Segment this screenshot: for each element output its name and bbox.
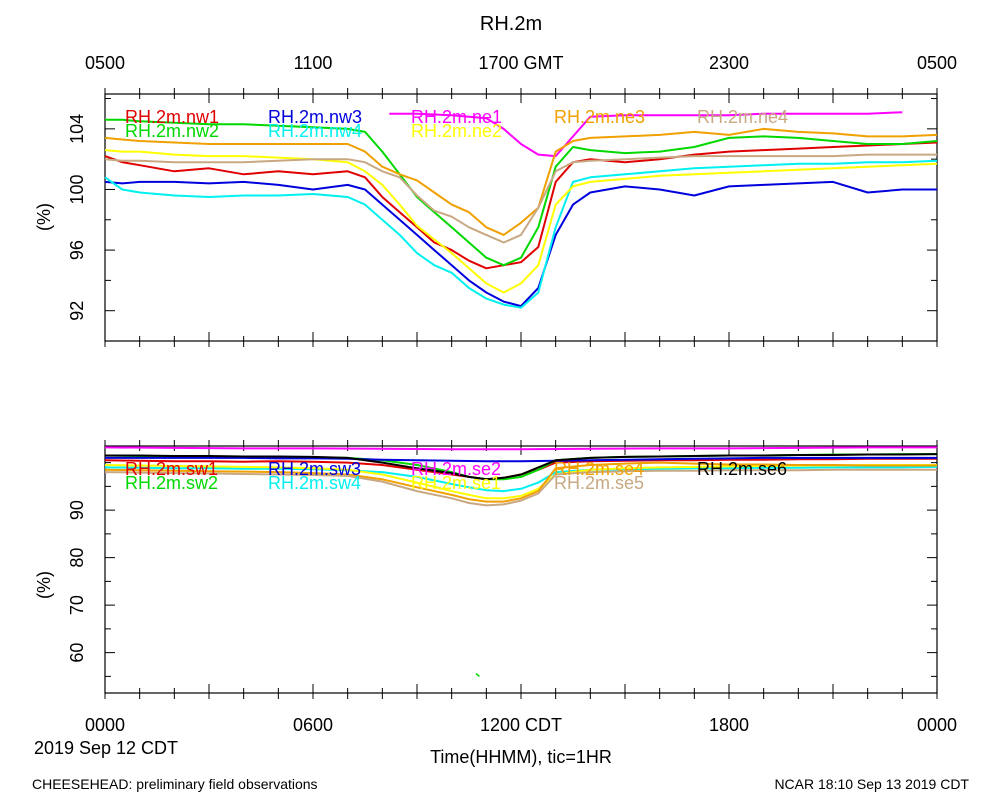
- series-line-RH.2m.sw4: [104, 465, 938, 493]
- bottom-x-tick-label: 0600: [293, 715, 333, 735]
- x-axis-label: Time(HHMM), tic=1HR: [430, 747, 612, 767]
- legend-RH.2m.sw1: RH.2m.sw1: [125, 459, 218, 479]
- y-tick-label: 100: [67, 174, 87, 204]
- date-label: 2019 Sep 12 CDT: [34, 738, 178, 758]
- series-line-RH.2m.ne4: [104, 153, 937, 244]
- series-line-RH.2m.se2: [104, 446, 937, 451]
- top-x-tick-label: 2300: [709, 53, 749, 73]
- series-line-RH.2m.nw4: [104, 159, 938, 309]
- series-line-RH.2m.nw2: [105, 118, 938, 267]
- legend-RH.2m.se2: RH.2m.se2: [411, 459, 501, 479]
- stray-segment: [475, 672, 480, 677]
- top-x-tick-labels: 0500 1100 1700 GMT 2300 0500: [85, 53, 957, 73]
- top-panel-y-tick-labels: 92 96 100 104: [67, 114, 87, 321]
- series-line-RH.2m.ne2: [104, 149, 938, 294]
- legend-RH.2m.nw4: RH.2m.nw4: [268, 121, 362, 141]
- y-tick-label: 104: [67, 114, 87, 144]
- legend-RH.2m.sw4: RH.2m.sw4: [268, 473, 361, 493]
- top-panel-ticks: [104, 88, 938, 347]
- y-tick-label: 80: [67, 548, 87, 568]
- series-line-RH.2m.ne3: [104, 127, 938, 236]
- legend-RH.2m.se1: RH.2m.se1: [411, 473, 501, 493]
- bottom-panel-ticks: [104, 440, 938, 699]
- legend-RH.2m.ne1: RH.2m.ne1: [411, 107, 502, 127]
- footer-right: NCAR 18:10 Sep 13 2019 CDT: [774, 776, 969, 792]
- series-line-RH.2m.se6: [105, 453, 938, 481]
- footer-left: CHEESEHEAD: preliminary field observatio…: [32, 776, 318, 792]
- legend-RH.2m.se5: RH.2m.se5: [554, 473, 644, 493]
- series-line-RH.2m.sw3: [105, 456, 937, 463]
- legend-RH.2m.se4: RH.2m.se4: [554, 459, 644, 479]
- y-tick-label: 70: [67, 595, 87, 615]
- top-x-tick-label: 0500: [85, 53, 125, 73]
- y-tick-label: 92: [67, 301, 87, 321]
- legend-RH.2m.sw2: RH.2m.sw2: [125, 473, 218, 493]
- legend-RH.2m.nw1: RH.2m.nw1: [125, 107, 219, 127]
- bottom-x-tick-label: 1800: [709, 715, 749, 735]
- bottom-x-tick-label: 0000: [85, 715, 125, 735]
- bottom-panel-series: [104, 446, 938, 507]
- series-line-RH.2m.nw3: [104, 180, 937, 308]
- top-panel-y-label: (%): [34, 203, 54, 231]
- top-x-tick-label: 0500: [917, 53, 957, 73]
- legend-RH.2m.ne4: RH.2m.ne4: [697, 107, 788, 127]
- bottom-panel-y-tick-labels: 60 70 80 90: [67, 500, 87, 663]
- top-panel-series: [104, 111, 938, 309]
- top-panel-frame: [104, 93, 938, 342]
- y-tick-label: 60: [67, 643, 87, 663]
- top-x-tick-label: 1700 GMT: [478, 53, 563, 73]
- series-line-RH.2m.nw1: [104, 141, 938, 270]
- series-line-RH.2m.se4: [104, 461, 937, 503]
- legend-RH.2m.sw3: RH.2m.sw3: [268, 459, 361, 479]
- series-line-RH.2m.se5: [104, 468, 937, 507]
- legend-RH.2m.nw3: RH.2m.nw3: [268, 107, 362, 127]
- y-tick-label: 90: [67, 500, 87, 520]
- bottom-panel-frame: [104, 445, 938, 694]
- top-x-tick-label: 1100: [294, 53, 333, 73]
- legend-RH.2m.ne2: RH.2m.ne2: [411, 121, 502, 141]
- y-tick-label: 96: [67, 240, 87, 260]
- legend-RH.2m.ne3: RH.2m.ne3: [554, 107, 645, 127]
- legend-RH.2m.nw2: RH.2m.nw2: [125, 121, 219, 141]
- bottom-x-tick-label: 0000: [917, 715, 957, 735]
- chart-title: RH.2m: [480, 13, 542, 35]
- bottom-panel-y-label: (%): [34, 571, 54, 599]
- bottom-x-tick-labels: 0000 0600 1200 CDT 1800 0000: [85, 715, 957, 735]
- bottom-panel-annotations: [475, 672, 480, 677]
- series-line-RH.2m.ne1: [389, 111, 903, 158]
- bottom-x-tick-label: 1200 CDT: [480, 715, 562, 735]
- legend-RH.2m.se6: RH.2m.se6: [697, 459, 787, 479]
